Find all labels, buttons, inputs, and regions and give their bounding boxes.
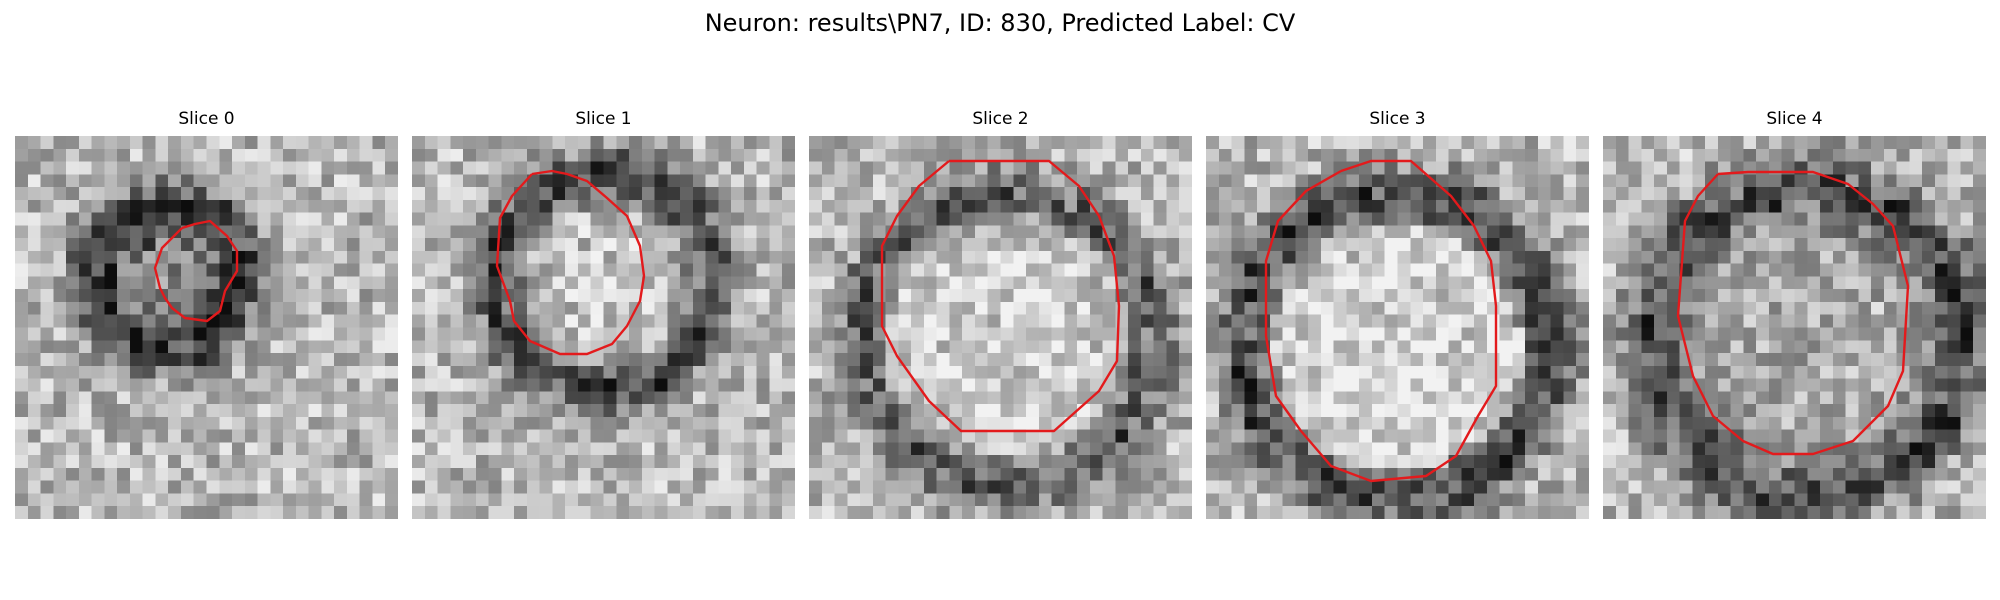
slice-image	[412, 136, 795, 519]
contour-line	[1264, 159, 1498, 483]
segmentation-contour	[153, 219, 239, 323]
slice-image	[15, 136, 398, 519]
slice-image	[1206, 136, 1589, 519]
contour-line	[880, 159, 1121, 433]
contour-line	[1676, 170, 1910, 456]
slice-title: Slice 2	[972, 109, 1029, 129]
contour-line	[495, 169, 646, 356]
slice-title: Slice 4	[1766, 109, 1823, 129]
slice-panel-4: Slice 4	[1603, 108, 1986, 519]
contour-line	[153, 219, 239, 323]
slice-image	[809, 136, 1192, 519]
segmentation-contour	[880, 159, 1121, 433]
slice-title: Slice 0	[178, 109, 235, 129]
figure-title: Neuron: results\PN7, ID: 830, Predicted …	[704, 9, 1296, 37]
segmentation-contour	[1676, 170, 1910, 456]
slice-panel-3: Slice 3	[1206, 108, 1589, 519]
segmentation-contour	[495, 169, 646, 356]
slice-panel-2: Slice 2	[809, 108, 1192, 519]
slice-title: Slice 3	[1369, 109, 1426, 129]
segmentation-contour	[1264, 159, 1498, 483]
slice-panel-1: Slice 1	[412, 108, 795, 519]
slice-panel-0: Slice 0	[15, 108, 398, 519]
slice-title: Slice 1	[575, 109, 632, 129]
